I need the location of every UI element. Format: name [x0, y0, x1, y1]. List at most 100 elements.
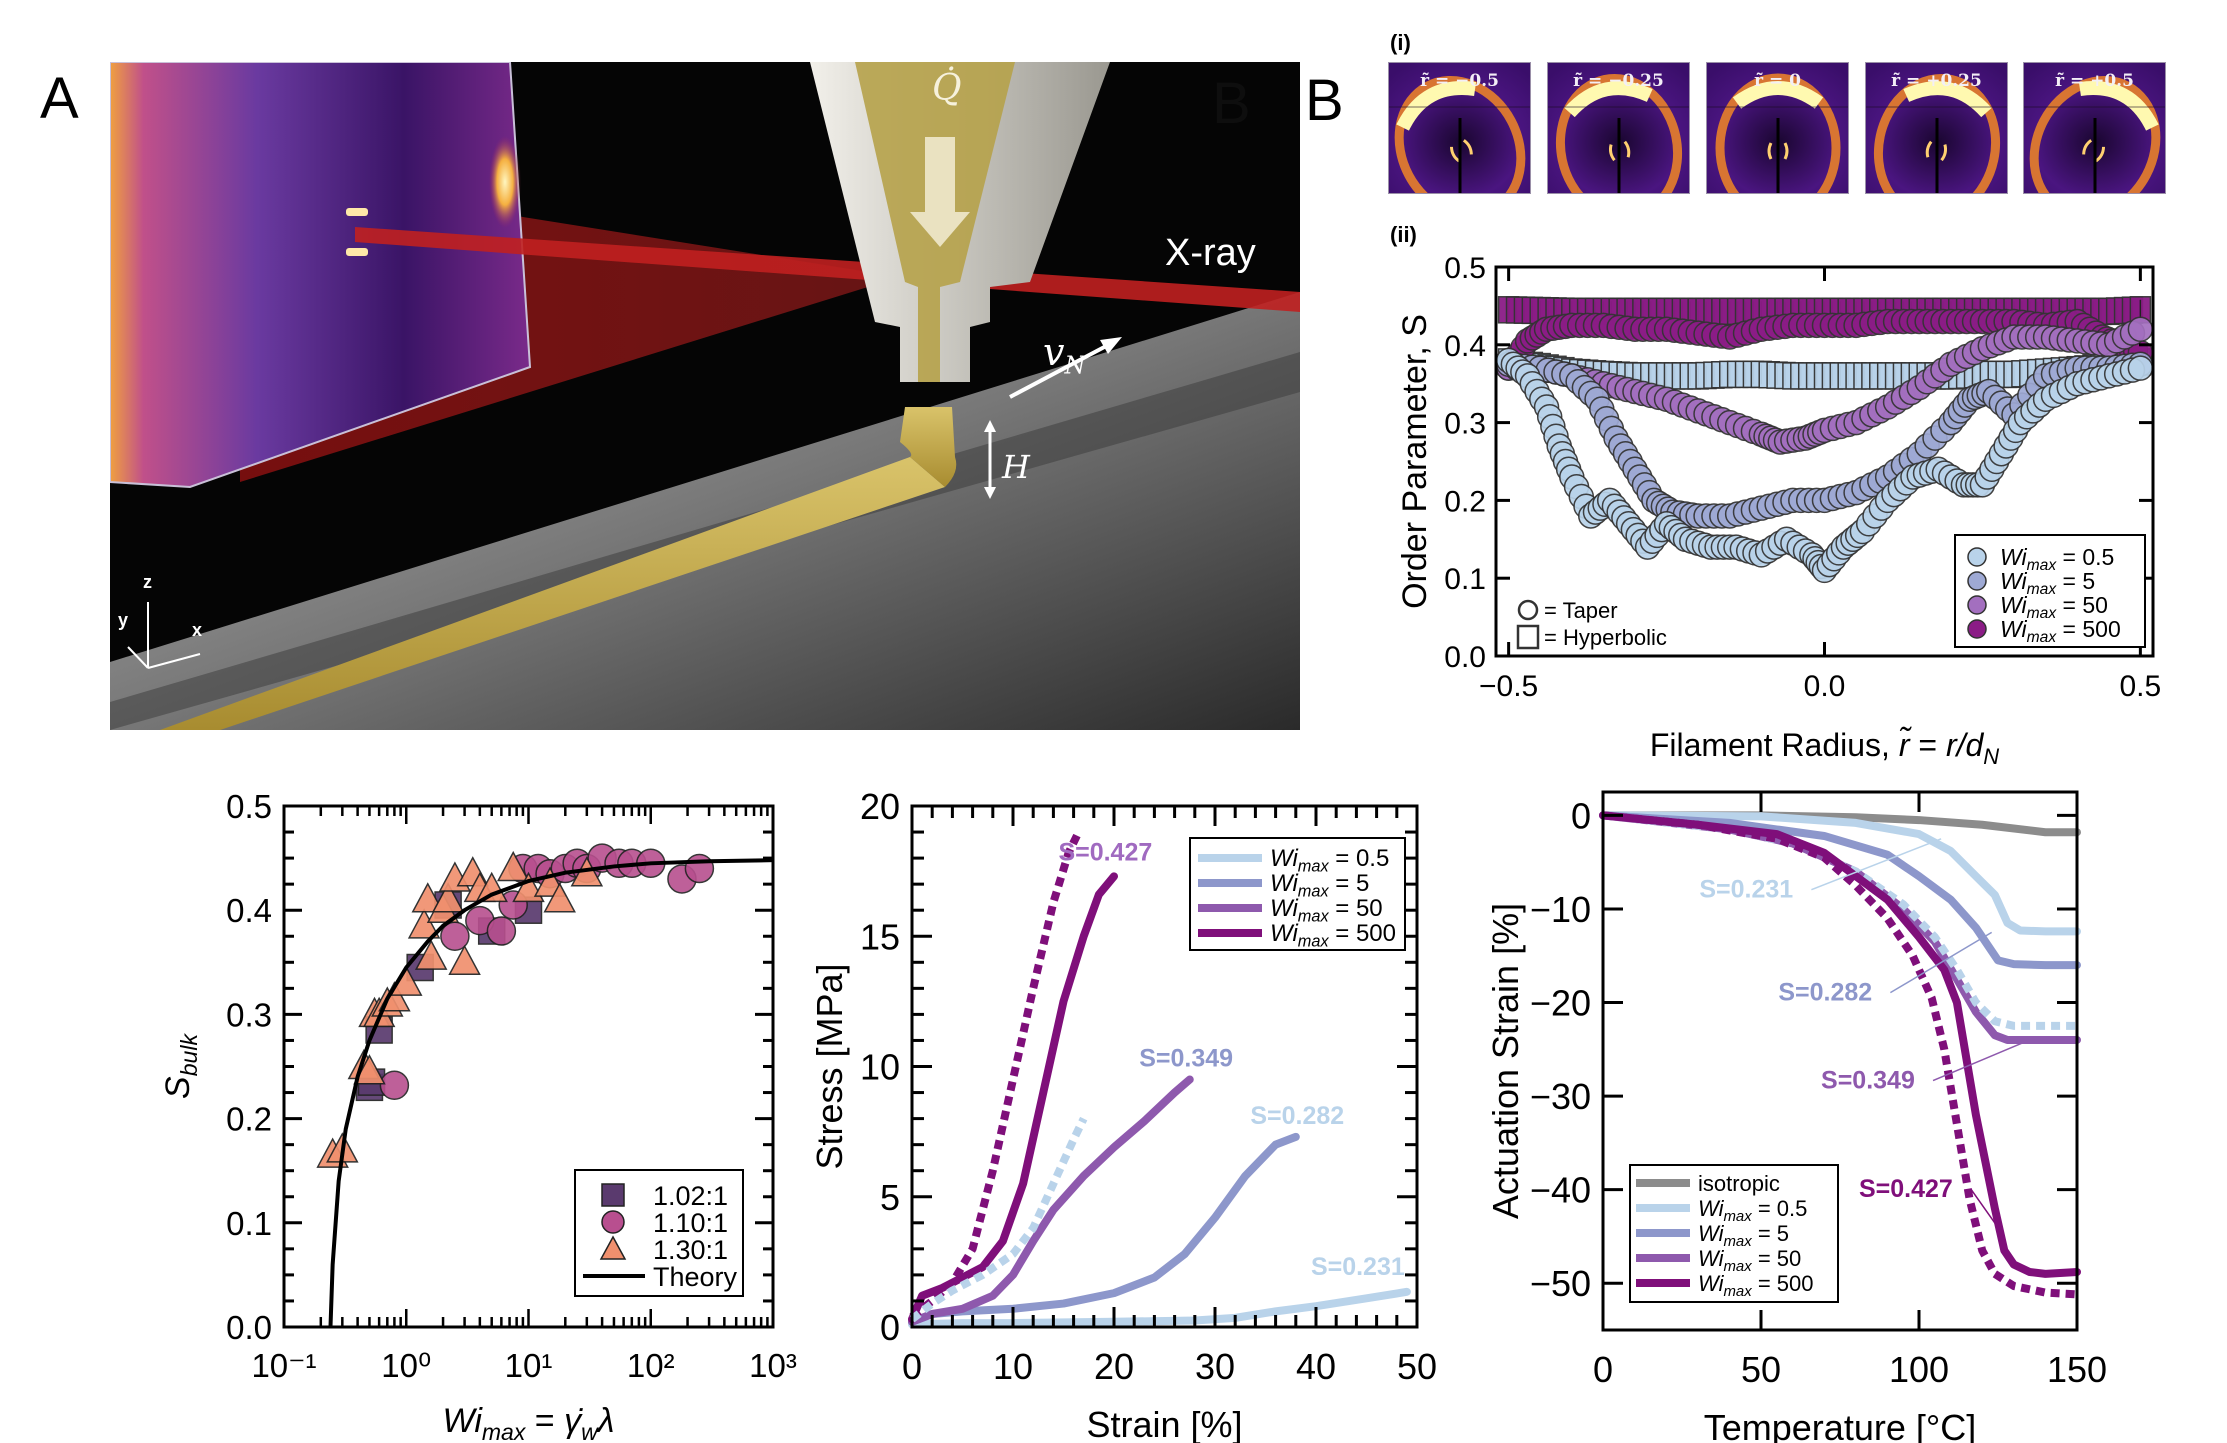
velocity-label: vN [1043, 330, 1086, 380]
y-tick-label: 0.0 [226, 1309, 272, 1346]
x-tick-label: 10² [627, 1347, 675, 1384]
x-tick-label: 10⁻¹ [251, 1347, 316, 1384]
y-tick-label: 20 [860, 786, 900, 827]
data-point-triangle [496, 850, 530, 882]
annotation-leader [1889, 931, 1993, 994]
xray-label: X-ray [1165, 232, 1256, 274]
x-tick-label: 100 [1889, 1349, 1949, 1390]
series-line-Wi-max-500 [1599, 811, 2081, 1278]
y-tick-label: −20 [1530, 983, 1591, 1024]
x-tick-label: 10¹ [505, 1347, 553, 1384]
y-tick-label: −30 [1530, 1076, 1591, 1117]
y-tick-label: 15 [860, 916, 900, 957]
tile-label: r̃ = +0.5 [2055, 71, 2134, 91]
tile-label: r̃ = 0 [1754, 71, 1801, 91]
legend-label: Wimax = 50 [1698, 1246, 1801, 1275]
legend-marker [599, 1235, 627, 1260]
y-axis-label: Actuation Strain [%] [1485, 903, 1526, 1219]
x-tick-label: 150 [2047, 1349, 2107, 1390]
x-tick-label: 0.0 [1804, 670, 1846, 703]
y-tick-label: −50 [1530, 1263, 1591, 1304]
y-axis-label: Stress [MPa] [809, 963, 850, 1169]
legend-marker [1967, 547, 1987, 567]
y-tick-label: 0.3 [1444, 408, 1486, 441]
data-point-triangle [448, 944, 481, 976]
x-tick-label: 10 [993, 1346, 1033, 1387]
ghost-panel-label: B [1212, 71, 1251, 136]
annotation-label: S=0.231 [1311, 1253, 1405, 1281]
panel-label-b: B [1305, 68, 1344, 133]
y-tick-label: 0.2 [226, 1101, 272, 1138]
legend-label: Wimax = 500 [2000, 616, 2121, 646]
legend-label: Theory [653, 1262, 738, 1292]
series-line-Wi-max-0-5 [1599, 811, 2081, 936]
series-Theory [328, 858, 774, 1328]
legend-label: Wimax = 5 [1270, 870, 1369, 900]
detector-spot [346, 208, 368, 216]
series-line-Wi-max-50 [908, 1075, 1194, 1326]
annotation-label: S=0.231 [1699, 876, 1793, 904]
x-tick-label: 50 [1397, 1346, 1437, 1387]
legend-marker [1967, 619, 1987, 639]
x-tick-label: 30 [1195, 1346, 1235, 1387]
y-tick-label: 0.4 [1444, 330, 1486, 363]
annotation-label: S=0.427 [1859, 1175, 1953, 1203]
data-point-circle [379, 1070, 410, 1101]
flow-arrow-icon [910, 137, 970, 247]
x-axis-label: Filament Radius, r̃ = r/dN [1650, 727, 1999, 769]
legend-label: Wimax = 50 [2000, 592, 2108, 622]
annotation-label: S=0.349 [1821, 1067, 1915, 1095]
data-point-triangle [414, 939, 448, 970]
annotation-leader [1932, 1039, 2030, 1082]
x-tick-label: 0 [902, 1346, 922, 1387]
legend-label: Wimax = 5 [1698, 1221, 1789, 1250]
legend-label: Wimax = 500 [1270, 920, 1396, 950]
coordinate-axes-icon [127, 602, 201, 669]
xray-beam [355, 227, 1300, 312]
legend-label: Wimax = 5 [2000, 568, 2095, 598]
tile-label: r̃ = +0.25 [1891, 71, 1982, 91]
marker-legend-square [1516, 624, 1540, 650]
x-tick-label: 40 [1296, 1346, 1336, 1387]
legend-label: Wimax = 500 [1698, 1271, 1814, 1300]
theory-line [328, 858, 774, 1328]
legend-label: Wimax = 50 [1270, 895, 1383, 925]
y-tick-label: 0.1 [1444, 563, 1486, 596]
series-taper-wi-max-0-5 [1495, 347, 2154, 584]
y-tick-label: −40 [1530, 1170, 1591, 1211]
height-label: H [1002, 448, 1030, 486]
x-axis-label: Temperature [°C] [1704, 1407, 1977, 1443]
data-point-circle [486, 916, 517, 946]
legend-marker [601, 1183, 625, 1207]
tile-label: r̃ = −0.25 [1573, 71, 1664, 91]
chart-c3: 0 −10 −20 −30 −40 −50 0 50 100 150 Temperature [°C… [1485, 790, 2107, 1443]
x-tick-label: 50 [1741, 1349, 1781, 1390]
plot-frame [1601, 790, 2079, 1332]
legend-label: Wimax = 0.5 [1698, 1196, 1807, 1225]
y-tick-label: 5 [880, 1177, 900, 1218]
legend-marker [1967, 595, 1987, 615]
subpanel-label-ii: (ii) [1390, 222, 1417, 247]
axis-y-label: y [118, 610, 129, 630]
chart-c1: 0.0 0.1 0.2 0.3 0.4 0.5 10⁻¹ 10⁰ 10¹ 10² 10³ Wimax … [159, 788, 797, 1443]
marker-legend-label: = Taper [1544, 598, 1618, 623]
marker-legend-circle [1517, 599, 1539, 621]
series-line-Wi-max-500-hyperbolic- [1602, 811, 2078, 1299]
flow-rate-label: Q̇ [932, 68, 962, 109]
annotation-leader [1970, 1188, 2005, 1237]
marker-legend-label: = Hyperbolic [1544, 625, 1667, 650]
x-tick-label: 0.5 [2120, 670, 2162, 703]
subpanel-label-i: (i) [1390, 30, 1411, 55]
series-line-Wi-max-500-hyperbolic- [909, 830, 1083, 1320]
x-tick-label: 20 [1094, 1346, 1134, 1387]
saxs-pattern-tile: r̃ = −0.25 [1547, 62, 1690, 194]
x-tick-label: 0 [1593, 1349, 1613, 1390]
legend-label: 1.10:1 [653, 1208, 728, 1238]
y-tick-label: 0.5 [226, 788, 272, 825]
data-point-triangle [407, 908, 441, 939]
panel-a-illustration [110, 62, 1300, 730]
annotation-label: S=0.349 [1139, 1045, 1233, 1073]
saxs-pattern-tile: r̃ = +0.25 [1865, 62, 2008, 194]
